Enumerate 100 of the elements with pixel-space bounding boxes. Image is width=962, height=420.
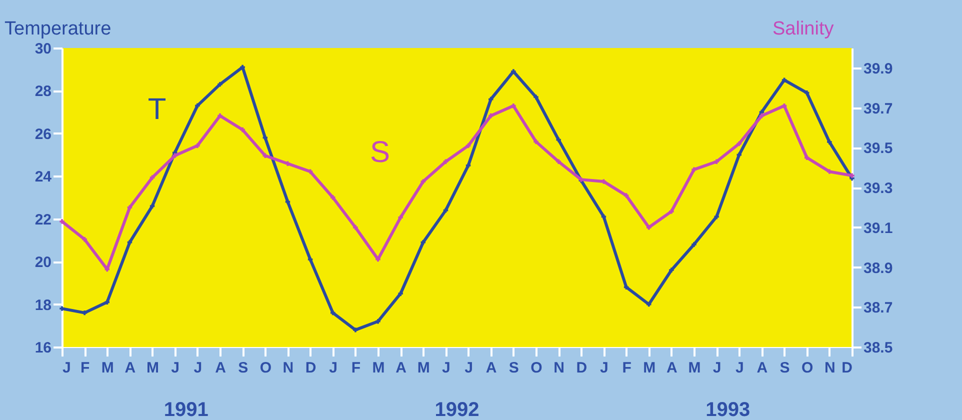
x-tick-label: A (666, 360, 678, 376)
x-tick-label: S (780, 360, 790, 376)
point (398, 215, 403, 220)
x-tick-label: M (146, 360, 160, 376)
x-tick-label: A (124, 360, 136, 376)
point (82, 237, 87, 242)
y-tick-label: 18 (34, 296, 52, 314)
x-tick-label: J (171, 360, 180, 376)
x-tick-label: J (442, 360, 450, 376)
point (714, 159, 719, 164)
point (669, 209, 674, 214)
x-tick-label: A (486, 360, 497, 376)
x-tick-label: M (417, 360, 430, 376)
point (82, 310, 87, 316)
x-tick-label: F (351, 360, 361, 376)
text: 1993 (706, 399, 750, 420)
point (353, 328, 358, 332)
text: 1991 (164, 399, 208, 420)
x-tick-label: A (756, 360, 768, 376)
y2-tick-label: 38.7 (864, 300, 893, 317)
x-tick-label: M (688, 360, 701, 376)
x-tick-label: D (842, 360, 853, 376)
point (511, 103, 516, 108)
y2-tick-label: 39.7 (864, 100, 893, 118)
x-tick-label: D (305, 360, 316, 376)
x-tick-label: D (576, 360, 588, 376)
point (692, 167, 696, 172)
x-tick-label: N (554, 360, 564, 376)
y-tick-label: 16 (34, 340, 52, 356)
x-tick-label: A (215, 360, 226, 376)
point (195, 103, 200, 108)
x-tick-label: F (622, 360, 632, 376)
y2-axis-title: Salinity (772, 18, 834, 40)
point (353, 225, 358, 230)
x-tick-label: O (530, 360, 543, 376)
point (443, 159, 448, 164)
y2-tick-label: 39.9 (864, 60, 893, 78)
point (736, 141, 742, 146)
x-tick-label: J (735, 360, 744, 376)
point (60, 219, 64, 224)
point (624, 193, 629, 198)
y-tick-label: 26 (34, 126, 52, 143)
y2-tick-label: 39.1 (864, 220, 893, 237)
point (127, 240, 132, 245)
point (262, 153, 268, 158)
series-label: S (370, 136, 390, 169)
y-tick-label: 28 (34, 83, 52, 100)
x-tick-label: S (238, 360, 248, 376)
point (240, 64, 245, 70)
point (150, 175, 155, 180)
point (285, 161, 290, 166)
point (804, 90, 810, 96)
point (646, 302, 652, 307)
point (127, 205, 132, 210)
y-axis-title: Temperature (4, 18, 112, 40)
y2-tick-label: 38.5 (864, 340, 893, 356)
point (556, 137, 561, 142)
point (669, 268, 674, 272)
x-tick-label: N (824, 360, 836, 376)
x-tick-label: O (802, 360, 814, 376)
y-tick-label: 20 (34, 254, 52, 272)
point (104, 300, 110, 304)
x-tick-label: J (194, 360, 202, 376)
text: 1992 (434, 399, 480, 420)
x-tick-label: J (600, 360, 608, 376)
point (262, 135, 268, 140)
point (172, 153, 178, 158)
point (150, 204, 155, 208)
point (330, 195, 336, 200)
point (714, 214, 719, 220)
x-tick-label: F (80, 360, 90, 376)
point (534, 139, 538, 144)
x-tick-label: J (464, 360, 473, 376)
point (308, 257, 313, 262)
x-tick-label: J (329, 360, 338, 376)
series-label: T (148, 93, 166, 126)
x-tick-label: M (101, 360, 114, 376)
point (218, 113, 222, 118)
x-tick-label: M (643, 360, 656, 376)
x-tick-label: J (712, 360, 722, 376)
x-tick-label: S (508, 360, 519, 376)
x-tick-label: J (62, 360, 71, 376)
point (488, 96, 494, 102)
point (218, 82, 222, 87)
point (195, 143, 200, 148)
point (692, 242, 696, 247)
point (466, 163, 471, 168)
point (308, 169, 313, 174)
point (736, 152, 742, 158)
y2-tick-label: 38.9 (864, 260, 893, 277)
point (420, 240, 426, 245)
point (376, 319, 380, 324)
point (804, 155, 810, 160)
point (827, 140, 832, 144)
y2-tick-label: 39.5 (864, 140, 893, 158)
point (534, 94, 538, 100)
point (466, 143, 471, 148)
x-tick-label: M (372, 360, 385, 376)
point (398, 291, 403, 296)
x-tick-label: N (282, 360, 294, 376)
